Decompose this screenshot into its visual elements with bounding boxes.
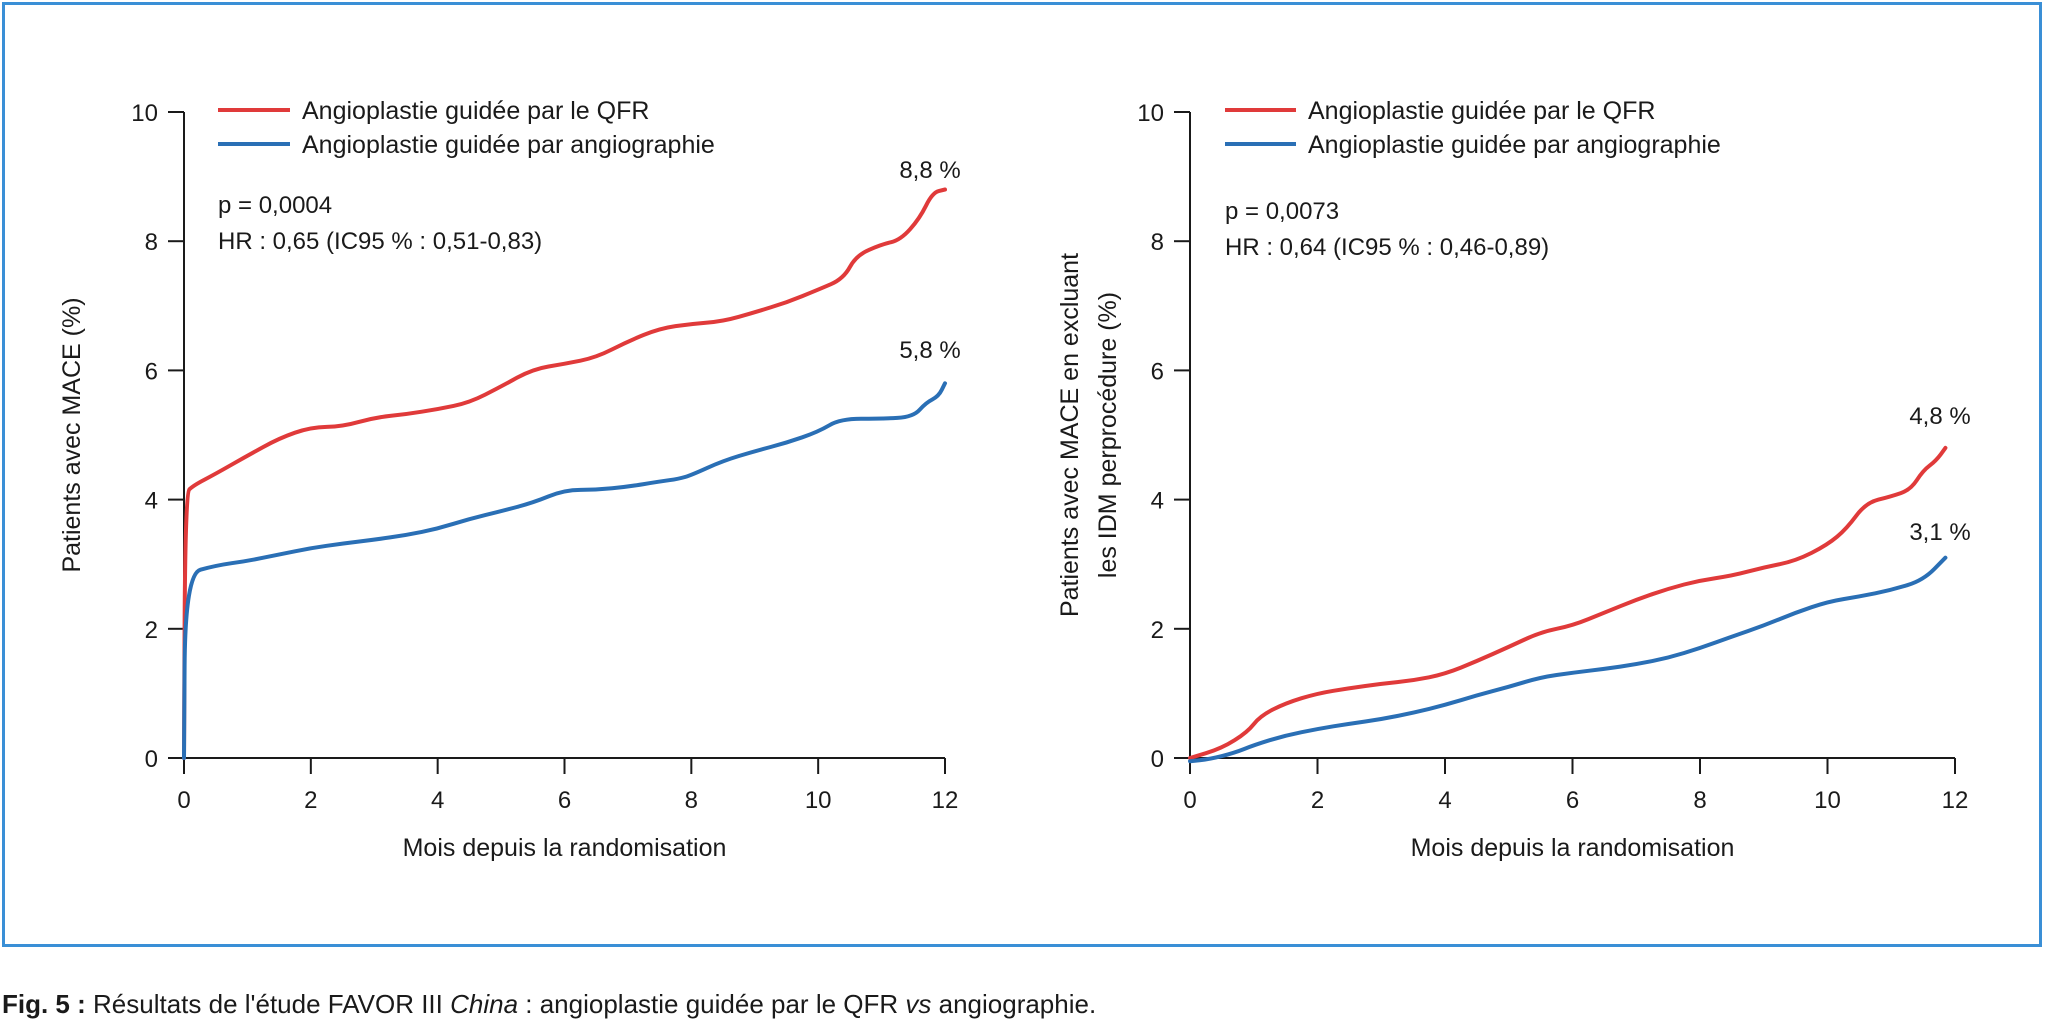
caption-text-2: : angioplastie guidée par le QFR (518, 989, 906, 1019)
chart2-y-axis-label: Patients avec MACE en excluant (1056, 253, 1084, 617)
chart2-x-tick-label: 4 (1438, 787, 1451, 814)
chart1-y-tick-label: 8 (145, 229, 158, 256)
chart1-x-tick-label: 6 (558, 787, 571, 814)
caption-text-3: angiographie. (931, 989, 1097, 1019)
chart2-legend-label-2: Angioplastie guidée par angiographie (1308, 131, 1721, 159)
chart1-y-tick-label: 2 (145, 617, 158, 644)
chart2-x-tick-label: 2 (1311, 787, 1324, 814)
chart2-y-tick-label: 2 (1151, 617, 1164, 644)
chart1-x-tick-label: 12 (932, 787, 959, 814)
chart2-y-tick-label: 8 (1151, 229, 1164, 256)
chart2-y-axis-label-line-2: les IDM perprocédure (%) (1094, 292, 1122, 578)
caption-fig-label: Fig. 5 : (2, 989, 86, 1019)
chart1-x-tick-label: 4 (431, 787, 444, 814)
chart1-x-axis-label: Mois depuis la randomisation (403, 834, 727, 862)
chart1-x-tick-label: 2 (304, 787, 317, 814)
chart2-p-value: p = 0,0073 (1225, 198, 1339, 225)
chart1-y-tick-label: 4 (145, 488, 158, 515)
chart2-x-axis-label: Mois depuis la randomisation (1411, 834, 1735, 862)
chart1-y-tick-label: 6 (145, 358, 158, 385)
caption-italic-2: vs (905, 989, 932, 1019)
chart2-hazard-ratio: HR : 0,64 (IC95 % : 0,46-0,89) (1225, 234, 1549, 261)
figure-frame (2, 2, 2042, 947)
chart2-y-tick-label: 0 (1151, 746, 1164, 773)
chart2-x-tick-label: 8 (1693, 787, 1706, 814)
chart1-series-1-line (182, 187, 947, 760)
chart1-legend-label-2: Angioplastie guidée par angiographie (302, 131, 715, 159)
chart2-series-2-line (1188, 555, 1948, 764)
chart2-y-tick-label: 6 (1151, 358, 1164, 385)
figure-caption: Fig. 5 : Résultats de l'étude FAVOR III … (2, 989, 1096, 1020)
chart1-series-1-end-label: 8,8 % (899, 157, 960, 184)
chart2-x-tick-label: 10 (1814, 787, 1841, 814)
chart2-x-tick-label: 12 (1942, 787, 1969, 814)
chart2-series-1-line (1188, 445, 1948, 760)
chart1-x-tick-label: 0 (177, 787, 190, 814)
chart1-y-tick-label: 0 (145, 746, 158, 773)
chart1-x-tick-label: 10 (805, 787, 832, 814)
caption-text-1: Résultats de l'étude FAVOR III (85, 989, 451, 1019)
chart1-x-tick-label: 8 (685, 787, 698, 814)
chart1-hazard-ratio: HR : 0,65 (IC95 % : 0,51-0,83) (218, 228, 542, 255)
chart1-series-2-line (182, 381, 947, 760)
chart2-series-1-end-label: 4,8 % (1909, 403, 1970, 430)
chart2-legend-label-1: Angioplastie guidée par le QFR (1308, 97, 1655, 125)
caption-italic-1: China (450, 989, 519, 1019)
chart2-x-tick-label: 0 (1183, 787, 1196, 814)
chart2-y-tick-label: 10 (1137, 100, 1164, 127)
chart2-series-2-end-label: 3,1 % (1909, 519, 1970, 546)
chart2-x-tick-label: 6 (1566, 787, 1579, 814)
chart1-series-2-end-label: 5,8 % (899, 337, 960, 364)
chart1-legend-label-1: Angioplastie guidée par le QFR (302, 97, 649, 125)
chart1-y-tick-label: 10 (131, 100, 158, 127)
chart1-y-axis-label: Patients avec MACE (%) (58, 297, 86, 572)
chart1-p-value: p = 0,0004 (218, 192, 332, 219)
chart2-y-tick-label: 4 (1151, 488, 1164, 515)
